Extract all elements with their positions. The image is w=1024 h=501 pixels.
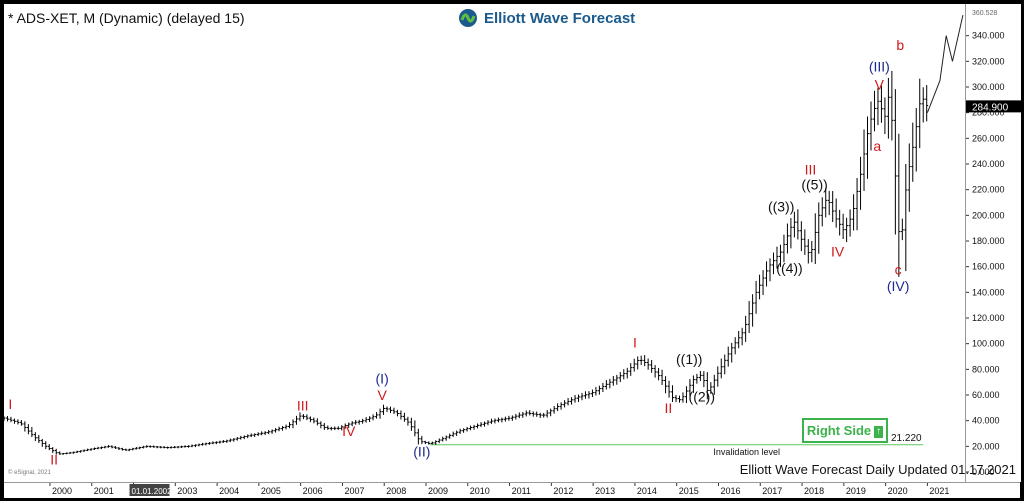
x-tick-label: 2009 (428, 486, 448, 496)
y-tick-label: 140.000 (972, 287, 1005, 297)
esignal-credit: © eSignal, 2021 (8, 470, 51, 476)
y-tick-label: 200.000 (972, 210, 1005, 220)
y-tick-label: 160.000 (972, 262, 1005, 272)
x-tick-label: 2007 (344, 486, 364, 496)
wave-label: (II) (413, 444, 430, 460)
y-tick-label: 240.000 (972, 159, 1005, 169)
top-scale-label: 360.528 (972, 10, 997, 17)
x-tick-highlight (129, 484, 170, 496)
price-axis[interactable]: 0.000 20.000 40.000 60.000 80.000 100.000 120.… (965, 4, 1021, 482)
time-axis[interactable]: 2000 2001 01.01.2002 2003 2004 2005 2006 2007 20… (4, 482, 1020, 498)
x-tick-label: 2017 (762, 486, 782, 496)
brand-header: Elliott Wave Forecast (458, 8, 635, 28)
price-bars (2, 70, 929, 455)
wave-label: ((1)) (676, 351, 702, 367)
wave-label: III (297, 397, 309, 413)
wave-label: a (873, 138, 881, 154)
y-tick-label: 80.000 (972, 364, 1000, 374)
x-tick-label: 2011 (512, 486, 531, 496)
x-tick-label: 2001 (94, 486, 114, 496)
y-tick-label: 120.000 (972, 313, 1005, 323)
time-axis-svg: 2000 2001 01.01.2002 2003 2004 2005 2006 2007 20… (49, 483, 949, 496)
wave-label: ((3)) (768, 198, 794, 214)
y-tick-label: 0.000 (972, 467, 995, 477)
x-tick-label: 2019 (846, 486, 866, 496)
invalidation-value: 21.220 (891, 433, 922, 444)
y-tick-label: 180.000 (972, 236, 1005, 246)
y-tick-label: 340.000 (972, 31, 1005, 41)
x-tick-label: 2008 (386, 486, 406, 496)
wave-label: II (664, 400, 672, 416)
wave-label: (I) (376, 370, 389, 386)
ewf-logo-icon (459, 9, 477, 27)
x-tick-label: 2016 (720, 486, 740, 496)
x-tick-label: 2015 (679, 486, 699, 496)
projection-path (926, 15, 964, 113)
right-side-badge: Right Side ↑ (802, 418, 888, 443)
y-tick-label: 100.000 (972, 339, 1005, 349)
wave-label: V (377, 387, 387, 403)
x-tick-label: 2003 (177, 486, 197, 496)
x-tick-label: 2018 (804, 486, 824, 496)
y-tick-label: 40.000 (972, 416, 1000, 426)
x-tick-label: 01.01.2002 (132, 487, 173, 496)
wave-label: I (8, 396, 12, 412)
wave-label: (III) (869, 59, 890, 75)
x-tick-label: 2010 (470, 486, 490, 496)
wave-label: II (50, 451, 58, 467)
y-tick-label: 220.000 (972, 185, 1005, 195)
right-side-label: Right Side (806, 423, 872, 438)
current-price-label: 284.900 (972, 102, 1009, 113)
y-tick-label: 20.000 (972, 441, 1000, 451)
x-tick-label: 2021 (929, 486, 949, 496)
y-tick-label: 320.000 (972, 56, 1005, 66)
wave-label: IV (831, 243, 845, 259)
wave-label: b (896, 37, 904, 53)
plot-area[interactable]: Invalidation level 21.220 I II III IV V (I) (II)… (2, 4, 965, 482)
price-axis-svg: 0.000 20.000 40.000 60.000 80.000 100.000 120.… (966, 10, 1021, 477)
x-tick-label: 2020 (888, 486, 908, 496)
wave-label: (IV) (887, 278, 910, 294)
x-tick-label: 2004 (219, 486, 239, 496)
x-tick-label: 2013 (595, 486, 615, 496)
invalidation-label: Invalidation level (713, 447, 780, 457)
x-tick-label: 2014 (637, 486, 657, 496)
wave-label: ((2)) (689, 388, 715, 404)
y-tick-label: 60.000 (972, 390, 1000, 400)
wave-label: ((5)) (801, 177, 827, 193)
wave-label: ((4)) (776, 260, 802, 276)
price-chart-svg: Invalidation level21.220IIIIIIIVV(I)(II)… (2, 15, 964, 467)
x-tick-label: 2012 (553, 486, 573, 496)
update-note: Elliott Wave Forecast Daily Updated 01.1… (739, 462, 1016, 477)
up-arrow-icon: ↑ (874, 426, 884, 438)
wave-label: I (633, 335, 637, 351)
y-tick-label: 260.000 (972, 133, 1005, 143)
x-tick-label: 2000 (52, 486, 72, 496)
y-tick-label: 280.000 (972, 108, 1005, 118)
x-tick-label: 2005 (261, 486, 281, 496)
wave-label: III (805, 161, 817, 177)
y-tick-label: 300.000 (972, 82, 1005, 92)
wave-label: V (875, 77, 885, 93)
wave-label: c (895, 261, 902, 277)
brand-name: Elliott Wave Forecast (484, 9, 636, 27)
current-price-tag (966, 100, 1021, 113)
x-tick-label: 2006 (303, 486, 323, 496)
wave-label: IV (342, 423, 356, 439)
chart-title: * ADS-XET, M (Dynamic) (delayed 15) (8, 10, 245, 26)
